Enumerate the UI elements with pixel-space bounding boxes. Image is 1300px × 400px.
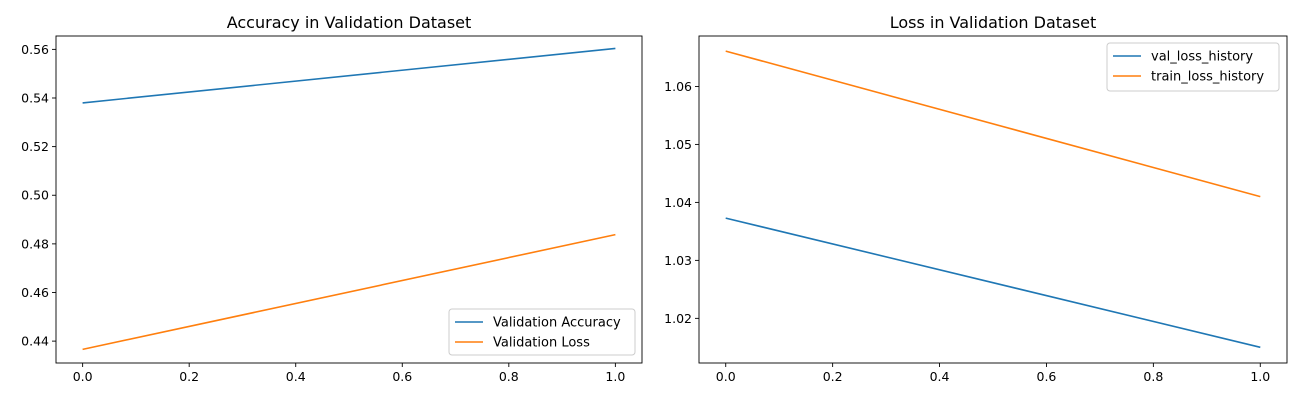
y-tick-label: 1.06 bbox=[664, 79, 692, 94]
x-tick-label: 0.6 bbox=[1037, 369, 1057, 384]
legend-entry-label: val_loss_history bbox=[1151, 50, 1253, 65]
legend-entry-label: Validation Loss bbox=[493, 336, 590, 351]
y-tick-label: 0.52 bbox=[21, 139, 49, 154]
y-tick-label: 1.04 bbox=[664, 195, 692, 210]
chart-title: Accuracy in Validation Dataset bbox=[227, 13, 472, 32]
legend-entry-label: Validation Accuracy bbox=[493, 316, 621, 331]
x-tick-label: 0.8 bbox=[1143, 369, 1163, 384]
y-tick-label: 1.02 bbox=[664, 311, 692, 326]
x-tick-label: 0.2 bbox=[179, 369, 199, 384]
y-tick-label: 0.48 bbox=[21, 236, 49, 251]
y-tick-label: 0.44 bbox=[21, 334, 49, 349]
legend-box bbox=[448, 308, 636, 356]
series-line-2 bbox=[82, 233, 616, 351]
plot-frame bbox=[698, 35, 1288, 364]
x-tick-label: 0.2 bbox=[823, 369, 843, 384]
legend: val_loss_history train_loss_history bbox=[1106, 42, 1280, 92]
y-tick-label: 0.46 bbox=[21, 285, 49, 300]
legend-entry-label: train_loss_history bbox=[1151, 70, 1264, 85]
x-tick-label: 0.4 bbox=[286, 369, 306, 384]
legend-box bbox=[1106, 42, 1280, 92]
y-tick-label: 1.05 bbox=[664, 137, 692, 152]
series-line-2 bbox=[725, 50, 1261, 198]
y-tick-label: 0.56 bbox=[21, 42, 49, 57]
x-tick-label: 0.6 bbox=[392, 369, 412, 384]
chart-title: Loss in Validation Dataset bbox=[890, 13, 1097, 32]
x-tick-label: 0.4 bbox=[930, 369, 950, 384]
x-tick-label: 0.0 bbox=[716, 369, 736, 384]
plot-frame bbox=[55, 35, 643, 364]
x-tick-label: 1.0 bbox=[605, 369, 625, 384]
series-line-1 bbox=[725, 217, 1261, 349]
chart-panel-1: Accuracy in Validation Dataset 0.0 0.2 0.4 0… bbox=[21, 13, 643, 384]
chart-panel-2: Loss in Validation Dataset 0.0 0.2 0.4 0.6 0.… bbox=[664, 13, 1288, 384]
x-tick-label: 0.0 bbox=[73, 369, 93, 384]
y-tick-label: 0.54 bbox=[21, 90, 49, 105]
x-tick-label: 1.0 bbox=[1250, 369, 1270, 384]
x-tick-label: 0.8 bbox=[499, 369, 519, 384]
series-line-1 bbox=[82, 47, 616, 104]
y-tick-label: 1.03 bbox=[664, 253, 692, 268]
legend: Validation Accuracy Validation Loss bbox=[448, 308, 636, 356]
y-tick-label: 0.50 bbox=[21, 188, 49, 203]
